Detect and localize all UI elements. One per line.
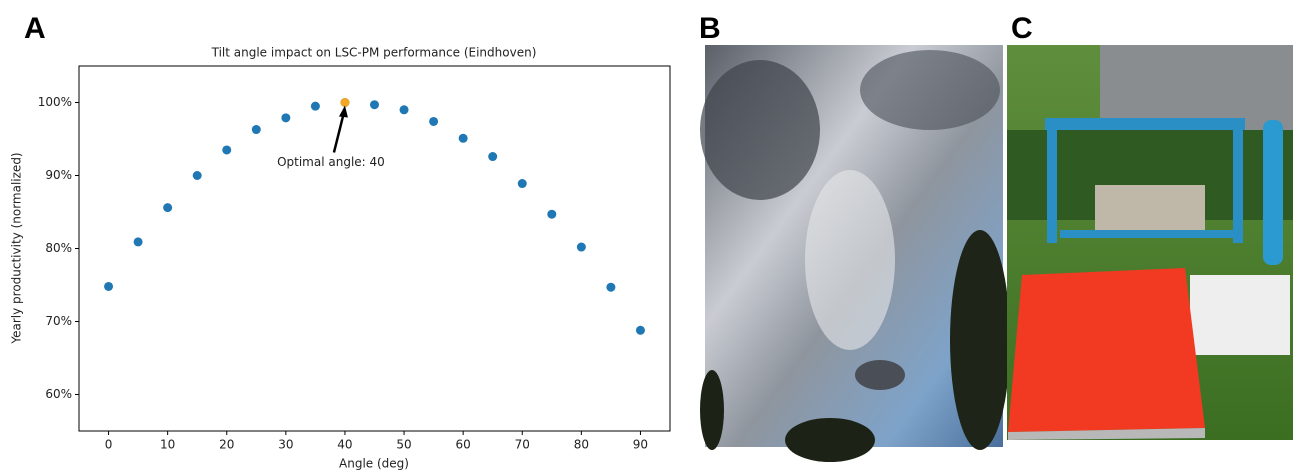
point xyxy=(370,100,379,110)
point xyxy=(340,98,350,107)
point xyxy=(606,282,616,292)
point xyxy=(429,116,439,126)
plot: 0 10 20 30 40 50 60 70 80 90 60% 70% 80% 90% 100% Optim… xyxy=(38,95,648,452)
x-axis-label: Angle (deg) xyxy=(339,457,409,471)
point xyxy=(547,209,557,219)
point xyxy=(281,113,291,123)
point xyxy=(517,179,527,189)
y-tick-label: 90% xyxy=(45,168,72,182)
annotation-arrowhead xyxy=(338,105,348,118)
point xyxy=(222,145,232,155)
panel-label: B xyxy=(699,12,721,45)
photo-sky xyxy=(700,45,1010,462)
y-tick-label: 60% xyxy=(45,387,72,401)
panel-label: A xyxy=(24,12,46,45)
chart-title: Tilt angle impact on LSC-PM performance … xyxy=(211,46,537,60)
x-tick-label: 0 xyxy=(105,438,113,452)
photo-setup xyxy=(1007,45,1293,440)
x-tick-label: 70 xyxy=(515,438,530,452)
point xyxy=(310,101,320,111)
point xyxy=(133,237,143,247)
point xyxy=(458,133,468,143)
x-tick-label: 60 xyxy=(456,438,471,452)
point xyxy=(251,125,261,135)
point xyxy=(399,105,409,115)
x-tick-label: 30 xyxy=(278,438,293,452)
y-axis-label: Yearly productivity (normalized) xyxy=(10,152,24,344)
point xyxy=(192,171,202,180)
panel-label: C xyxy=(1011,12,1033,45)
x-tick-label: 80 xyxy=(574,438,589,452)
y-tick-label: 80% xyxy=(45,241,72,255)
annotation-arrow xyxy=(332,112,346,153)
point xyxy=(635,325,645,335)
annotation: Optimal angle: 40 xyxy=(277,155,385,169)
x-tick-label: 50 xyxy=(396,438,411,452)
x-tick-label: 10 xyxy=(160,438,175,452)
point xyxy=(488,152,498,162)
x-tick-label: 40 xyxy=(337,438,352,452)
x-tick-label: 90 xyxy=(633,438,648,452)
point xyxy=(163,203,173,213)
y-tick-label: 70% xyxy=(45,314,72,328)
x-tick-label: 20 xyxy=(219,438,234,452)
point xyxy=(576,242,586,252)
y-tick-label: 100% xyxy=(38,95,72,109)
point xyxy=(104,281,114,291)
